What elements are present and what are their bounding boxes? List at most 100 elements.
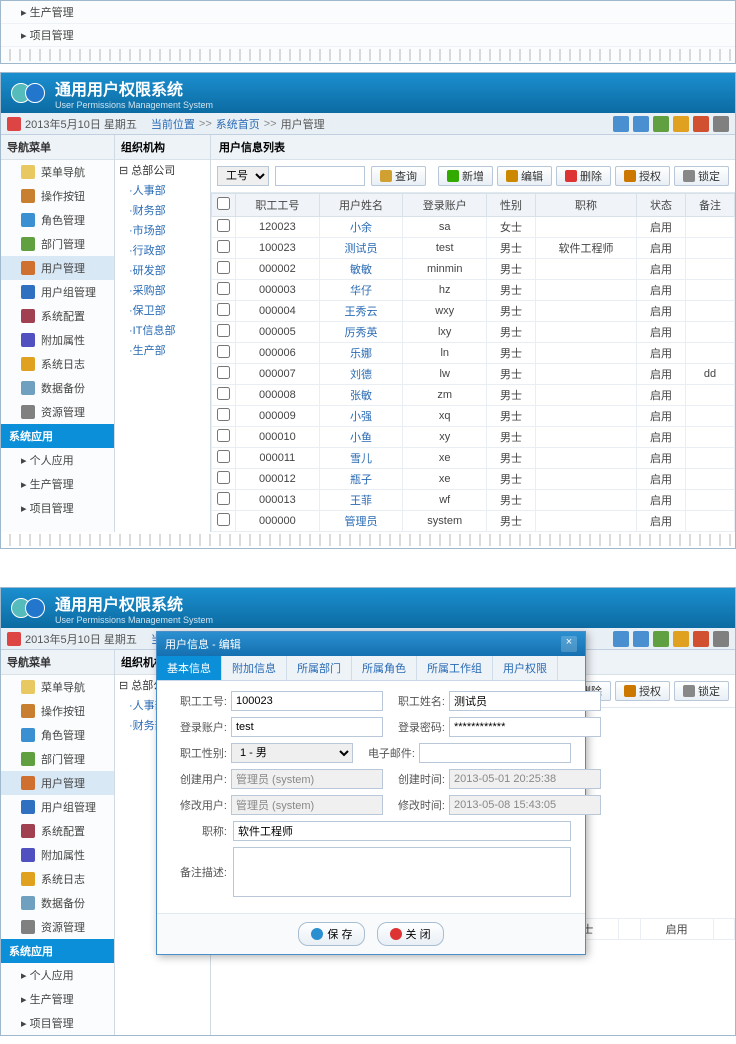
table-row[interactable]: 000012瓶子xe男士启用 bbox=[212, 469, 735, 490]
top-icon[interactable] bbox=[673, 631, 689, 647]
sidebar-item[interactable]: 系统配置 bbox=[1, 304, 114, 328]
tree-root[interactable]: ⊟ 总部公司 bbox=[115, 160, 210, 180]
sex-select[interactable]: 1 - 男 bbox=[231, 743, 353, 763]
user-name-link[interactable]: 张敏 bbox=[319, 385, 403, 406]
col-header[interactable]: 职称 bbox=[536, 194, 637, 217]
status-link[interactable]: 启用 bbox=[637, 280, 686, 301]
sidebar-item[interactable]: 系统配置 bbox=[1, 819, 114, 843]
row-checkbox[interactable] bbox=[217, 450, 230, 463]
sidebar-item[interactable]: 角色管理 bbox=[1, 208, 114, 232]
sidebar-item[interactable]: ▸ 项目管理 bbox=[1, 496, 114, 520]
sidebar-item[interactable]: 用户管理 bbox=[1, 256, 114, 280]
col-header[interactable]: 状态 bbox=[637, 194, 686, 217]
close-icon[interactable]: × bbox=[561, 636, 577, 652]
top-icon[interactable] bbox=[653, 116, 669, 132]
top-icon[interactable] bbox=[633, 116, 649, 132]
sidebar-section[interactable]: 系统应用 bbox=[1, 424, 114, 448]
sidebar-item[interactable]: 角色管理 bbox=[1, 723, 114, 747]
row-checkbox[interactable] bbox=[217, 408, 230, 421]
edit-button[interactable]: 编辑 bbox=[497, 166, 552, 186]
status-link[interactable]: 启用 bbox=[637, 364, 686, 385]
sidebar-item[interactable]: 操作按钮 bbox=[1, 699, 114, 723]
emp-name-input[interactable] bbox=[449, 691, 601, 711]
status-link[interactable]: 启用 bbox=[637, 427, 686, 448]
row-checkbox[interactable] bbox=[217, 492, 230, 505]
row-checkbox[interactable] bbox=[217, 471, 230, 484]
sidebar-item[interactable]: 系统日志 bbox=[1, 867, 114, 891]
user-name-link[interactable]: 王菲 bbox=[319, 490, 403, 511]
dialog-tab[interactable]: 所属角色 bbox=[352, 656, 417, 680]
search-field-select[interactable]: 工号 bbox=[217, 166, 269, 186]
user-name-link[interactable]: 小余 bbox=[319, 217, 403, 238]
status-link[interactable]: 启用 bbox=[637, 385, 686, 406]
top-icon[interactable] bbox=[613, 631, 629, 647]
user-name-link[interactable]: 敏敏 bbox=[319, 259, 403, 280]
row-checkbox[interactable] bbox=[217, 345, 230, 358]
table-row[interactable]: 000003华仔hz男士启用 bbox=[212, 280, 735, 301]
user-name-link[interactable]: 雪儿 bbox=[319, 448, 403, 469]
col-header[interactable]: 登录账户 bbox=[403, 194, 487, 217]
email-input[interactable] bbox=[419, 743, 571, 763]
user-name-link[interactable]: 管理员 bbox=[319, 511, 403, 532]
search-input[interactable] bbox=[275, 166, 365, 186]
col-header[interactable]: 职工工号 bbox=[236, 194, 320, 217]
tree-node[interactable]: ·市场部 bbox=[115, 220, 210, 240]
sidebar-item[interactable]: 数据备份 bbox=[1, 376, 114, 400]
user-name-link[interactable]: 刘德 bbox=[319, 364, 403, 385]
row-checkbox[interactable] bbox=[217, 324, 230, 337]
tree-node[interactable]: ·采购部 bbox=[115, 280, 210, 300]
status-link[interactable]: 启用 bbox=[637, 301, 686, 322]
top-icon[interactable] bbox=[673, 116, 689, 132]
table-row[interactable]: 000002敏敏minmin男士启用 bbox=[212, 259, 735, 280]
sidebar-item[interactable]: 用户组管理 bbox=[1, 280, 114, 304]
sidebar-item[interactable]: ▸ 项目管理 bbox=[1, 1011, 114, 1035]
dialog-tab[interactable]: 附加信息 bbox=[222, 656, 287, 680]
row-checkbox[interactable] bbox=[217, 429, 230, 442]
sidebar-item[interactable]: ▸ 生产管理 bbox=[1, 1, 735, 24]
tree-node[interactable]: ·人事部 bbox=[115, 180, 210, 200]
sidebar-item[interactable]: 部门管理 bbox=[1, 232, 114, 256]
sidebar-item[interactable]: 资源管理 bbox=[1, 915, 114, 939]
col-header[interactable]: 性别 bbox=[487, 194, 536, 217]
dialog-tab[interactable]: 用户权限 bbox=[493, 656, 558, 680]
sidebar-item[interactable]: 操作按钮 bbox=[1, 184, 114, 208]
sidebar-item[interactable]: 附加属性 bbox=[1, 843, 114, 867]
top-icon[interactable] bbox=[653, 631, 669, 647]
sidebar-item[interactable]: 菜单导航 bbox=[1, 160, 114, 184]
top-icon[interactable] bbox=[693, 116, 709, 132]
lock-button[interactable]: 锁定 bbox=[674, 166, 729, 186]
sidebar-item[interactable]: ▸ 项目管理 bbox=[1, 24, 735, 47]
table-row[interactable]: 000010小鱼xy男士启用 bbox=[212, 427, 735, 448]
sidebar-item[interactable]: 部门管理 bbox=[1, 747, 114, 771]
sidebar-item[interactable]: ▸ 生产管理 bbox=[1, 472, 114, 496]
user-name-link[interactable]: 厉秀英 bbox=[319, 322, 403, 343]
sidebar-item[interactable]: 菜单导航 bbox=[1, 675, 114, 699]
dialog-tab[interactable]: 基本信息 bbox=[157, 656, 222, 680]
top-icon[interactable] bbox=[613, 116, 629, 132]
sidebar-item[interactable]: 附加属性 bbox=[1, 328, 114, 352]
pwd-input[interactable] bbox=[449, 717, 601, 737]
breadcrumb-home[interactable]: 系统首页 bbox=[216, 116, 260, 132]
status-link[interactable]: 启用 bbox=[637, 322, 686, 343]
emp-no-input[interactable] bbox=[231, 691, 383, 711]
sidebar-item[interactable]: ▸ 个人应用 bbox=[1, 963, 114, 987]
tree-node[interactable]: ·行政部 bbox=[115, 240, 210, 260]
close-button[interactable]: 关 闭 bbox=[377, 922, 444, 946]
table-row[interactable]: 000000管理员system男士启用 bbox=[212, 511, 735, 532]
table-row[interactable]: 120023小余sa女士启用 bbox=[212, 217, 735, 238]
sidebar-item[interactable]: 数据备份 bbox=[1, 891, 114, 915]
row-checkbox[interactable] bbox=[217, 240, 230, 253]
row-checkbox[interactable] bbox=[217, 303, 230, 316]
sidebar-item[interactable]: 系统日志 bbox=[1, 352, 114, 376]
status-link[interactable]: 启用 bbox=[637, 448, 686, 469]
dialog-tab[interactable]: 所属工作组 bbox=[417, 656, 493, 680]
sidebar-item[interactable]: ▸ 生产管理 bbox=[1, 987, 114, 1011]
user-name-link[interactable]: 乐娜 bbox=[319, 343, 403, 364]
dialog-tab[interactable]: 所属部门 bbox=[287, 656, 352, 680]
status-link[interactable]: 启用 bbox=[637, 490, 686, 511]
user-name-link[interactable]: 王秀云 bbox=[319, 301, 403, 322]
search-button[interactable]: 查询 bbox=[371, 166, 426, 186]
user-name-link[interactable]: 瓶子 bbox=[319, 469, 403, 490]
login-input[interactable] bbox=[231, 717, 383, 737]
sidebar-item[interactable]: ▸ 个人应用 bbox=[1, 448, 114, 472]
